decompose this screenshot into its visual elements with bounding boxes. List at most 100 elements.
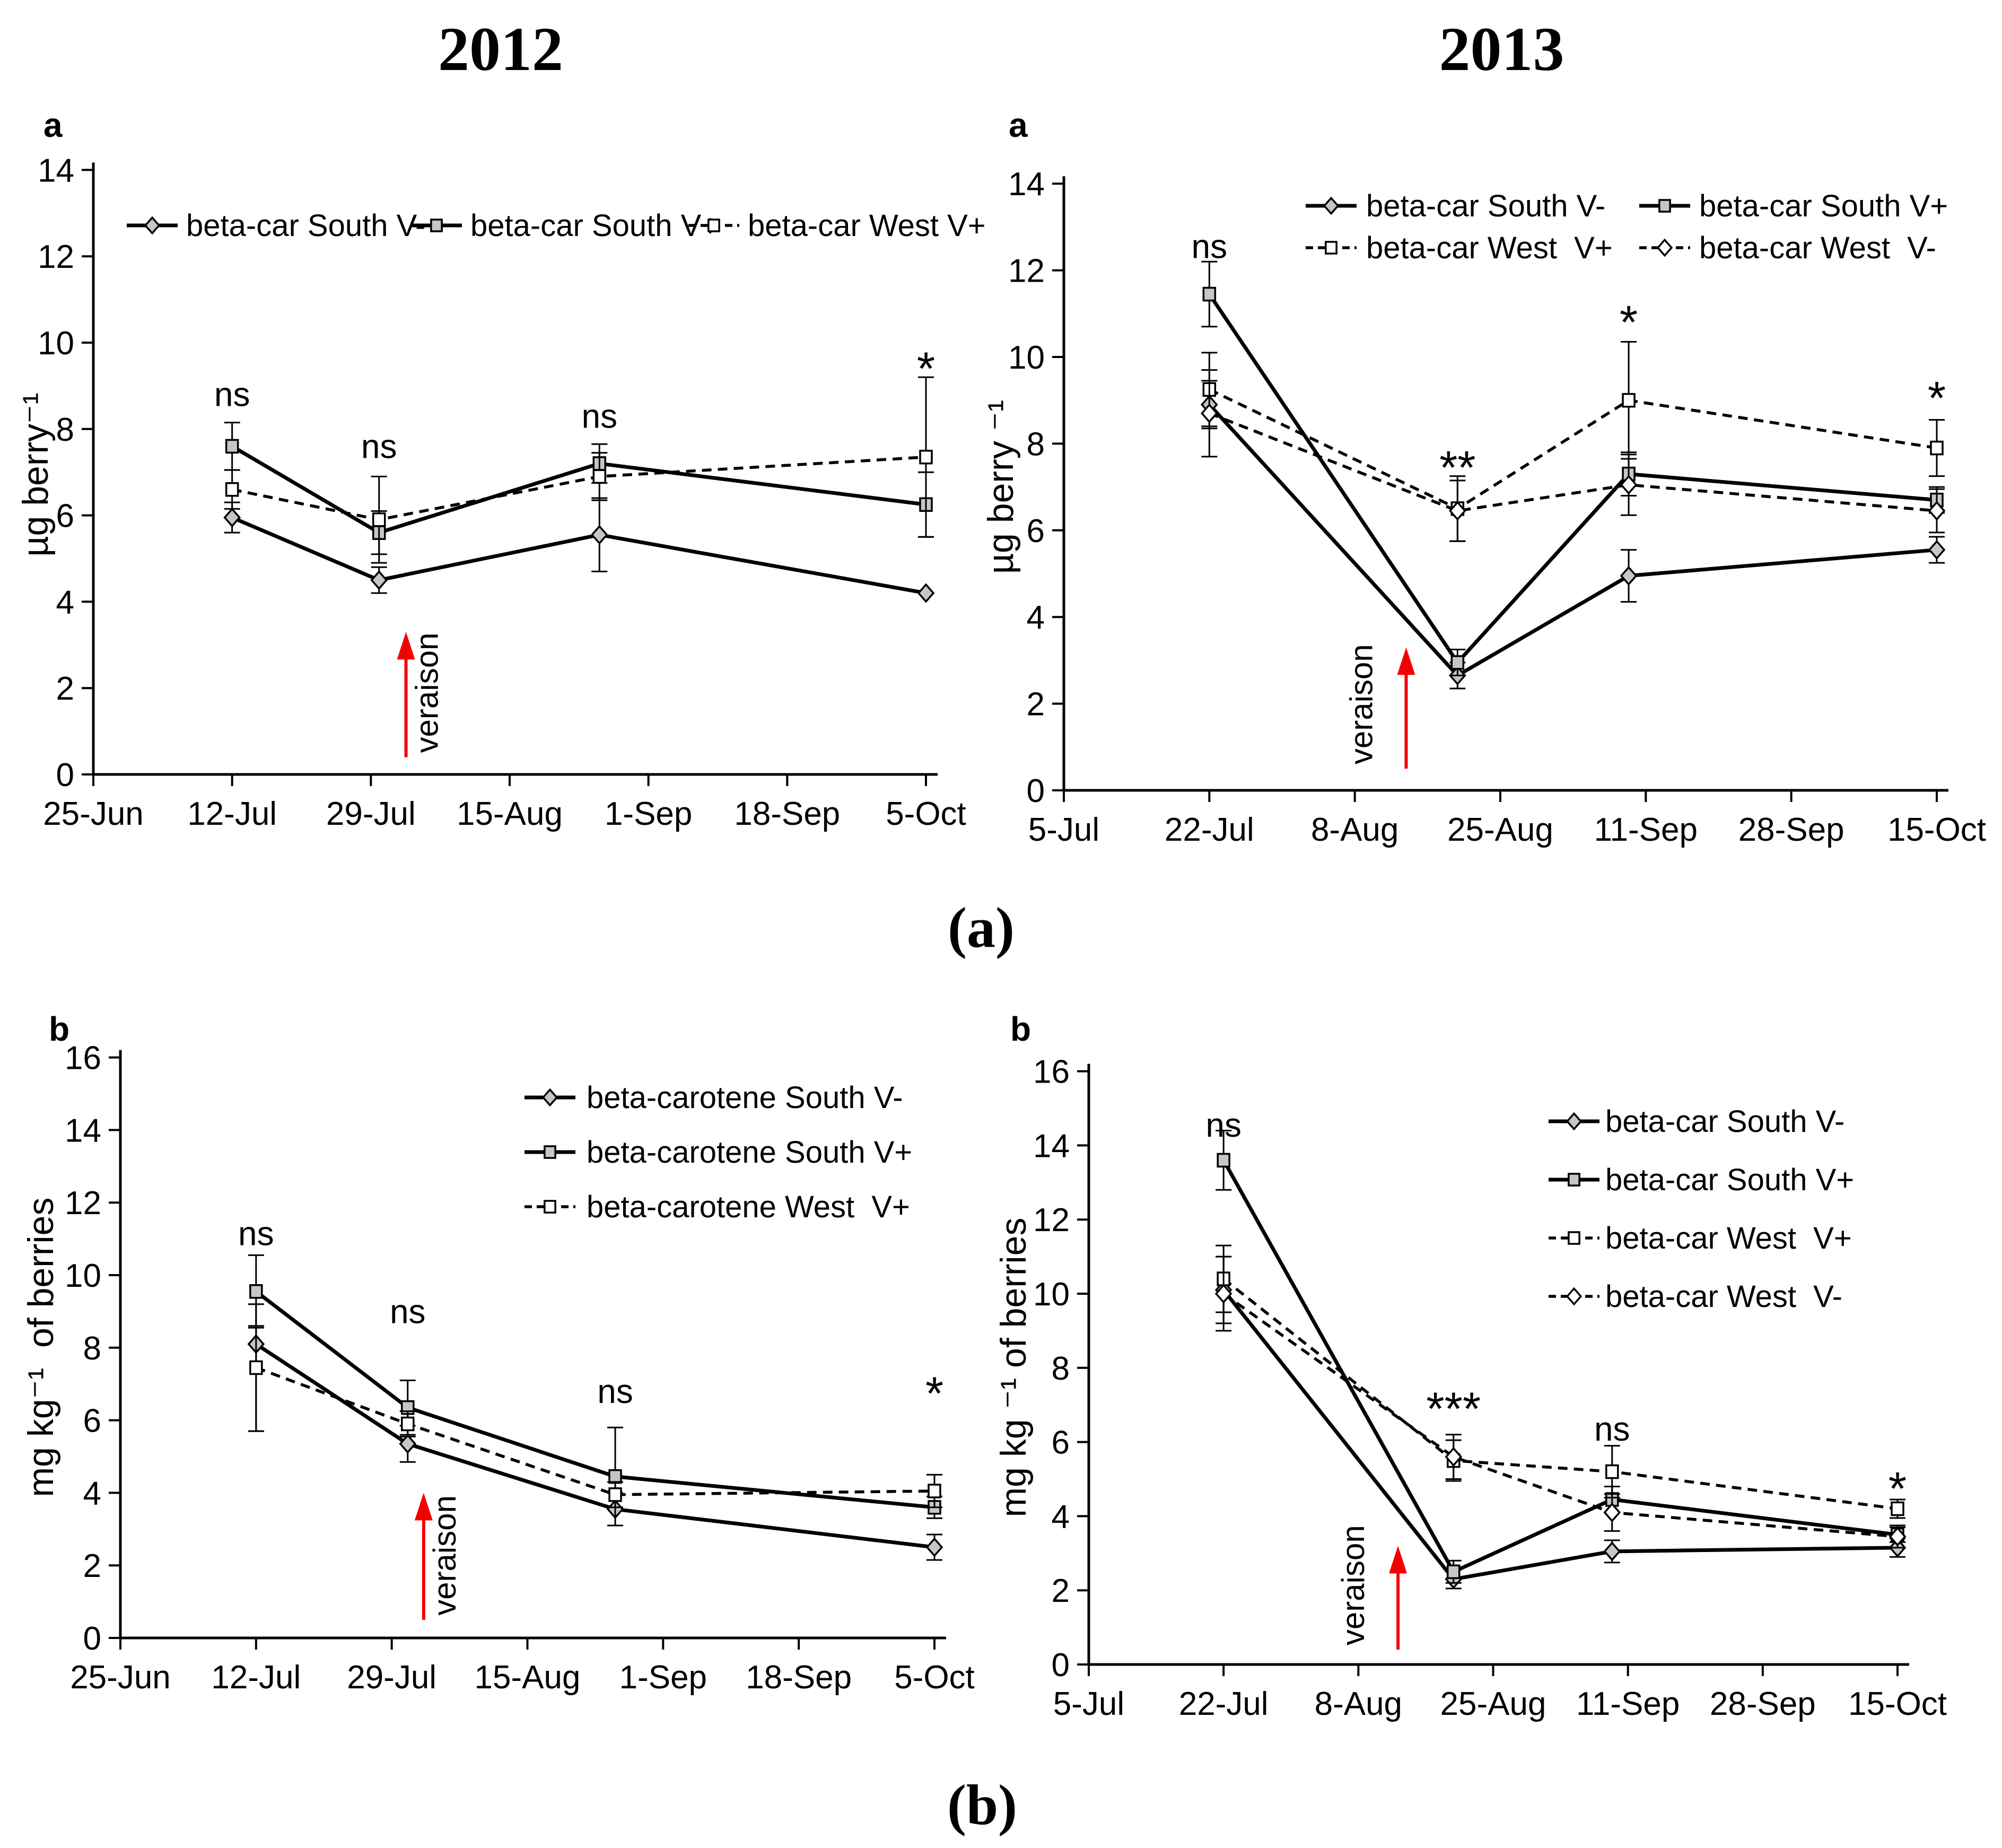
legend-label: beta-car South V- — [1366, 189, 1605, 223]
veraison-marker: veraison — [1343, 644, 1415, 769]
x-axis-ticks: 5-Jul 22-Jul 8-Aug 25-Aug 11-Sep 28-Sep 15-Oct — [1053, 1664, 1947, 1722]
y-axis-label: mg kg⁻¹ of berries — [21, 1198, 61, 1497]
x-tick-label: 15-Oct — [1887, 812, 1986, 848]
panel-letter-b: b — [49, 1010, 69, 1048]
y-axis-label: mg kg ⁻¹ of berries — [993, 1218, 1034, 1518]
legend-label: beta-carotene South V+ — [587, 1135, 912, 1170]
legend: beta-car South V-beta-car South V+ beta-c… — [1306, 189, 1948, 265]
veraison-label: veraison — [409, 633, 445, 753]
series-beta-car-west-v — [1214, 1256, 1907, 1549]
series-beta-car-south-v — [1216, 1129, 1905, 1584]
caption-row-a: (a) — [948, 896, 1015, 960]
y-tick-label: 2 — [1027, 686, 1045, 723]
legend-label: beta-car South V+ — [470, 208, 719, 243]
y-tick-label: 10 — [38, 325, 74, 362]
annotation-significant: * — [1889, 1462, 1907, 1514]
panel-letter-a: a — [43, 106, 63, 144]
x-tick-label: 8-Aug — [1315, 1686, 1402, 1722]
y-tick-label: 14 — [65, 1112, 101, 1149]
y-tick-label: 8 — [1052, 1350, 1070, 1387]
veraison-label: veraison — [427, 1495, 462, 1616]
y-tick-label: 2 — [56, 670, 74, 707]
y-tick-label: 6 — [83, 1403, 101, 1440]
legend: beta-car South V-beta-car South V+ beta-c… — [127, 208, 986, 243]
veraison-label: veraison — [1343, 644, 1379, 764]
legend-label: beta-car West V+ — [748, 208, 986, 243]
annotation-significant: * — [917, 342, 935, 395]
y-tick-label: 4 — [1052, 1498, 1070, 1535]
y-tick-label: 12 — [65, 1185, 101, 1222]
x-tick-label: 1-Sep — [605, 796, 692, 832]
y-tick-label: 16 — [1033, 1054, 1070, 1091]
x-axis-ticks: 25-Jun 12-Jul 29-Jul 15-Aug 1-Sep 18-Sep 5-Oct — [43, 774, 966, 832]
annotation-significant: * — [1620, 296, 1638, 348]
y-tick-label: 6 — [56, 498, 74, 535]
significance-annotations: ns ns ns * — [214, 342, 935, 466]
veraison-arrow-icon — [1389, 1546, 1407, 1574]
panel-letter-a: a — [1009, 106, 1028, 144]
legend-item-beta-car-south-v: beta-car South V+ — [1549, 1163, 1854, 1197]
year-title-2012: 2012 — [438, 14, 563, 84]
x-tick-label: 18-Sep — [746, 1659, 852, 1696]
annotation-ns: ns — [582, 397, 618, 435]
x-tick-label: 25-Jun — [43, 796, 144, 832]
y-tick-label: 0 — [1027, 773, 1045, 809]
x-tick-label: 18-Sep — [734, 796, 840, 832]
legend-item-beta-car-west-v: beta-car West V- — [1549, 1279, 1842, 1314]
y-tick-label: 0 — [56, 757, 74, 794]
legend-item-beta-car-west-v: beta-car West V+ — [1549, 1221, 1852, 1256]
x-tick-label: 25-Aug — [1447, 812, 1553, 848]
veraison-arrow-icon — [1397, 647, 1415, 675]
legend-label: beta-car South V- — [186, 208, 425, 243]
y-tick-label: 10 — [65, 1258, 101, 1294]
series-beta-car-south-v — [224, 422, 934, 555]
legend-label: beta-car West V- — [1699, 231, 1936, 265]
y-axis-ticks: 0 2 4 6 8 10 12 14 16 — [65, 1040, 120, 1657]
legend-item-beta-car-south-v: beta-car South V+ — [411, 208, 719, 243]
x-axis-ticks: 25-Jun 12-Jul 29-Jul 15-Aug 1-Sep 18-Sep 5-Oct — [70, 1638, 975, 1696]
legend-label: beta-car West V+ — [1605, 1221, 1852, 1256]
veraison-marker: veraison — [397, 632, 445, 757]
annotation-ns: ns — [390, 1292, 426, 1330]
y-tick-label: 12 — [1033, 1202, 1070, 1239]
x-tick-label: 12-Jul — [211, 1659, 301, 1696]
x-tick-label: 29-Jul — [326, 796, 416, 832]
caption-row-b: (b) — [947, 1774, 1017, 1837]
x-tick-label: 8-Aug — [1311, 812, 1398, 848]
legend-item-beta-car-south-v: beta-car South V+ — [1639, 189, 1948, 223]
series-beta-car-south-v — [223, 497, 935, 603]
y-tick-label: 12 — [38, 239, 74, 275]
y-tick-label: 12 — [1008, 253, 1045, 290]
y-axis-ticks: 0 2 4 6 8 10 12 14 16 — [1033, 1054, 1089, 1684]
chart-2012-panel-b: b 0 2 4 6 8 10 12 14 16 25-Jun 12-Jul 29-Jul 15-Aug 1-… — [21, 1010, 975, 1696]
chart-2013-panel-b: b 0 2 4 6 8 10 12 14 16 5-Jul 22-Jul 8-Aug 25-Aug 11-S… — [993, 1010, 1947, 1722]
legend-item-beta-car-west-v: beta-car West V+ — [1306, 231, 1613, 265]
legend-label: beta-car South V+ — [1699, 189, 1948, 223]
x-tick-label: 15-Aug — [475, 1659, 581, 1696]
legend-item-beta-carotene-south-v: beta-carotene South V- — [524, 1080, 903, 1115]
x-tick-label: 11-Sep — [1576, 1686, 1680, 1722]
annotation-ns: ns — [361, 427, 397, 465]
y-tick-label: 8 — [1027, 426, 1045, 463]
veraison-marker: veraison — [1335, 1525, 1407, 1650]
y-tick-label: 4 — [56, 584, 74, 621]
x-tick-label: 22-Jul — [1179, 1686, 1269, 1722]
year-title-2013: 2013 — [1439, 14, 1564, 84]
veraison-arrow-icon — [397, 632, 415, 660]
legend-label: beta-carotene West V+ — [587, 1190, 910, 1224]
y-tick-label: 0 — [83, 1620, 101, 1657]
y-tick-label: 0 — [1052, 1647, 1070, 1684]
chart-2013-panel-a: a 0 2 4 6 8 10 12 14 5-Jul 22-Jul 8-Aug 25-Aug 11-Sep… — [981, 106, 1986, 848]
x-tick-label: 12-Jul — [187, 796, 277, 832]
series-beta-carotene-west-v — [248, 1303, 942, 1509]
legend-item-beta-car-south-v: beta-car South V- — [1549, 1104, 1844, 1139]
legend-label: beta-car West V+ — [1366, 231, 1613, 265]
axes — [1087, 1064, 1909, 1666]
x-tick-label: 1-Sep — [619, 1659, 707, 1696]
annotation-ns: ns — [597, 1372, 633, 1410]
y-tick-label: 16 — [65, 1040, 101, 1077]
x-tick-label: 11-Sep — [1594, 812, 1698, 848]
panel-letter-b: b — [1010, 1010, 1031, 1048]
x-tick-label: 5-Oct — [886, 796, 966, 832]
annotation-ns: ns — [1205, 1106, 1242, 1144]
